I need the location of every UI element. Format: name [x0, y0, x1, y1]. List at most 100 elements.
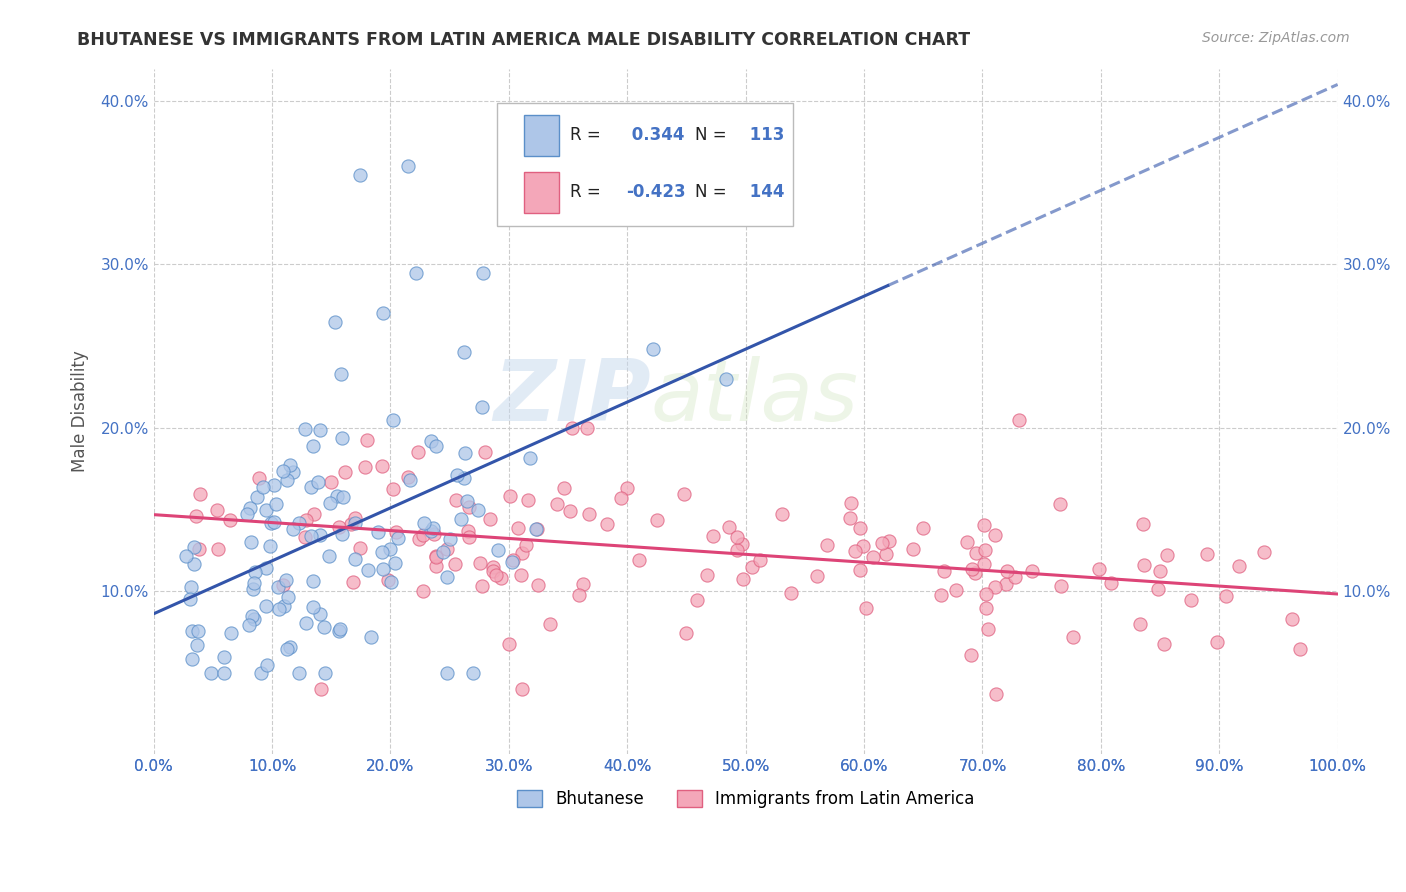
Point: [422, 521, 444, 535]
Point: [955, 535, 977, 549]
Point: [965, 546, 987, 560]
Point: [250, 665, 273, 680]
Point: [186, 638, 208, 652]
Point: [354, 460, 377, 475]
Point: [349, 168, 371, 182]
Point: [1132, 517, 1154, 532]
Point: [463, 665, 485, 680]
Point: [295, 616, 318, 631]
Point: [875, 547, 897, 561]
Point: [380, 574, 402, 589]
Point: [467, 503, 489, 517]
Point: [1021, 564, 1043, 578]
Point: [294, 513, 316, 527]
Point: [259, 539, 281, 553]
Point: [179, 591, 201, 606]
Point: [187, 624, 209, 639]
Point: [214, 665, 236, 680]
Point: [267, 602, 290, 616]
Point: [408, 533, 430, 547]
Point: [675, 626, 697, 640]
Point: [502, 552, 524, 566]
Point: [328, 624, 350, 638]
Point: [450, 512, 472, 526]
Point: [1049, 497, 1071, 511]
Point: [877, 534, 900, 549]
Point: [780, 586, 803, 600]
Point: [183, 557, 205, 571]
Point: [332, 526, 354, 541]
Point: [254, 599, 277, 614]
Point: [485, 568, 508, 582]
Point: [486, 542, 509, 557]
Point: [506, 521, 529, 535]
Point: [912, 521, 935, 535]
Point: [385, 524, 408, 539]
Point: [1099, 576, 1122, 591]
Point: [367, 525, 389, 540]
Point: [436, 541, 458, 556]
Point: [308, 528, 330, 542]
Point: [412, 584, 434, 599]
Point: [238, 618, 260, 632]
Point: [311, 681, 333, 696]
Point: [332, 490, 354, 504]
Point: [1180, 592, 1202, 607]
Point: [929, 588, 952, 602]
Point: [471, 579, 494, 593]
Point: [731, 572, 754, 586]
Point: [627, 553, 650, 567]
Point: [499, 489, 522, 503]
Point: [960, 562, 983, 576]
Point: [288, 516, 311, 531]
Point: [343, 511, 366, 525]
Point: [380, 541, 402, 556]
Text: N =: N =: [695, 127, 727, 145]
Point: [849, 520, 872, 534]
Point: [302, 507, 325, 521]
Point: [432, 545, 454, 559]
Point: [479, 512, 502, 526]
Point: [307, 475, 329, 490]
Point: [236, 507, 259, 521]
Point: [302, 439, 325, 453]
Point: [422, 527, 444, 541]
Point: [610, 491, 633, 506]
Point: [526, 578, 548, 592]
Point: [1253, 545, 1275, 559]
Point: [741, 559, 763, 574]
Point: [453, 345, 475, 359]
Point: [578, 507, 600, 521]
Point: [995, 564, 1018, 578]
Y-axis label: Male Disability: Male Disability: [72, 351, 89, 472]
Point: [457, 530, 479, 544]
Point: [330, 367, 353, 381]
Point: [200, 665, 222, 680]
Point: [1007, 412, 1029, 426]
Point: [770, 507, 793, 521]
Point: [256, 658, 278, 673]
Point: [278, 640, 301, 654]
Point: [995, 577, 1018, 591]
Point: [984, 527, 1007, 541]
Point: [328, 520, 350, 534]
Point: [278, 458, 301, 473]
Text: atlas: atlas: [651, 356, 859, 439]
Point: [333, 466, 356, 480]
Point: [273, 464, 295, 478]
Point: [309, 607, 332, 622]
Point: [190, 487, 212, 501]
Point: [482, 560, 505, 574]
Point: [425, 549, 447, 564]
Point: [974, 600, 997, 615]
Text: Source: ZipAtlas.com: Source: ZipAtlas.com: [1202, 31, 1350, 45]
Point: [301, 600, 323, 615]
Point: [1195, 547, 1218, 561]
Point: [457, 500, 479, 515]
Legend: Bhutanese, Immigrants from Latin America: Bhutanese, Immigrants from Latin America: [510, 783, 981, 814]
Point: [183, 540, 205, 554]
Point: [302, 574, 325, 588]
Point: [1281, 612, 1303, 626]
Point: [323, 315, 346, 329]
FancyBboxPatch shape: [524, 115, 558, 155]
